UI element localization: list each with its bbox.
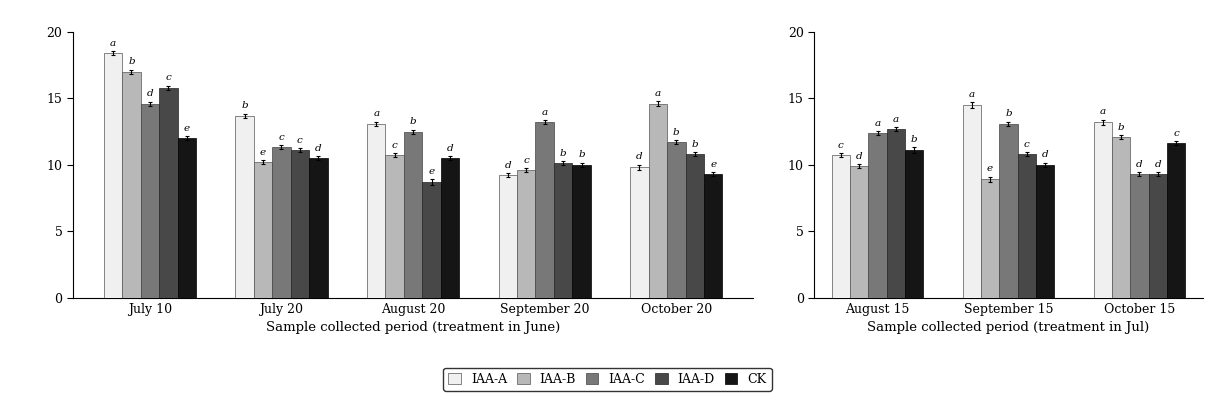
- Text: d: d: [1136, 160, 1142, 169]
- Text: b: b: [691, 140, 699, 149]
- Text: b: b: [911, 135, 917, 144]
- Text: c: c: [1024, 140, 1029, 149]
- Text: b: b: [242, 101, 248, 110]
- Bar: [905, 150, 923, 298]
- Bar: [403, 131, 423, 298]
- X-axis label: Sample collected period (treatment in June): Sample collected period (treatment in Ju…: [266, 321, 560, 334]
- Bar: [159, 88, 177, 298]
- Bar: [685, 154, 703, 298]
- Bar: [703, 174, 723, 298]
- Bar: [1166, 143, 1185, 298]
- Text: c: c: [1174, 129, 1179, 138]
- Bar: [236, 116, 254, 298]
- Bar: [385, 156, 403, 298]
- Text: d: d: [315, 144, 322, 153]
- Bar: [177, 138, 196, 298]
- Bar: [441, 158, 459, 298]
- Text: b: b: [1005, 109, 1012, 118]
- Text: a: a: [111, 39, 117, 48]
- Text: c: c: [838, 141, 843, 150]
- Text: d: d: [147, 89, 153, 98]
- Bar: [554, 164, 572, 298]
- Bar: [290, 150, 309, 298]
- Text: e: e: [987, 164, 993, 173]
- Text: a: a: [655, 89, 661, 98]
- Text: a: a: [1100, 107, 1106, 116]
- Bar: [1094, 122, 1112, 298]
- X-axis label: Sample collected period (treatment in Jul): Sample collected period (treatment in Ju…: [868, 321, 1149, 334]
- Text: d: d: [637, 152, 643, 162]
- Bar: [981, 179, 999, 298]
- Text: d: d: [1154, 160, 1162, 169]
- Bar: [999, 123, 1018, 298]
- Bar: [309, 158, 328, 298]
- Text: b: b: [128, 57, 135, 66]
- Text: c: c: [296, 136, 303, 145]
- Bar: [1112, 137, 1130, 298]
- Text: c: c: [278, 133, 284, 142]
- Text: c: c: [391, 141, 397, 150]
- Bar: [123, 71, 141, 298]
- Text: d: d: [504, 161, 512, 170]
- Bar: [254, 162, 272, 298]
- Bar: [423, 182, 441, 298]
- Text: e: e: [260, 148, 266, 157]
- Text: a: a: [968, 90, 974, 99]
- Text: a: a: [893, 114, 899, 123]
- Bar: [518, 170, 536, 298]
- Bar: [1148, 174, 1166, 298]
- Bar: [536, 122, 554, 298]
- Bar: [962, 105, 981, 298]
- Bar: [667, 142, 685, 298]
- Text: d: d: [1041, 150, 1049, 160]
- Bar: [887, 129, 905, 298]
- Bar: [1018, 154, 1036, 298]
- Bar: [869, 133, 887, 298]
- Text: a: a: [542, 108, 548, 117]
- Bar: [103, 53, 123, 298]
- Legend: IAA-A, IAA-B, IAA-C, IAA-D, CK: IAA-A, IAA-B, IAA-C, IAA-D, CK: [443, 368, 772, 391]
- Bar: [498, 175, 518, 298]
- Bar: [1036, 165, 1055, 298]
- Text: b: b: [560, 149, 566, 158]
- Bar: [850, 166, 869, 298]
- Text: a: a: [373, 109, 379, 118]
- Bar: [572, 165, 590, 298]
- Bar: [272, 147, 290, 298]
- Bar: [649, 104, 667, 298]
- Bar: [367, 123, 385, 298]
- Text: e: e: [429, 167, 435, 176]
- Text: b: b: [578, 150, 584, 160]
- Text: b: b: [1118, 123, 1124, 131]
- Text: c: c: [165, 73, 171, 82]
- Bar: [1130, 174, 1148, 298]
- Text: e: e: [710, 160, 716, 169]
- Text: d: d: [855, 152, 863, 161]
- Text: c: c: [524, 156, 530, 165]
- Text: a: a: [875, 119, 881, 127]
- Text: e: e: [183, 124, 190, 133]
- Bar: [631, 168, 649, 298]
- Text: b: b: [409, 117, 417, 126]
- Text: d: d: [447, 144, 453, 153]
- Bar: [832, 156, 850, 298]
- Bar: [141, 104, 159, 298]
- Text: b: b: [673, 128, 679, 137]
